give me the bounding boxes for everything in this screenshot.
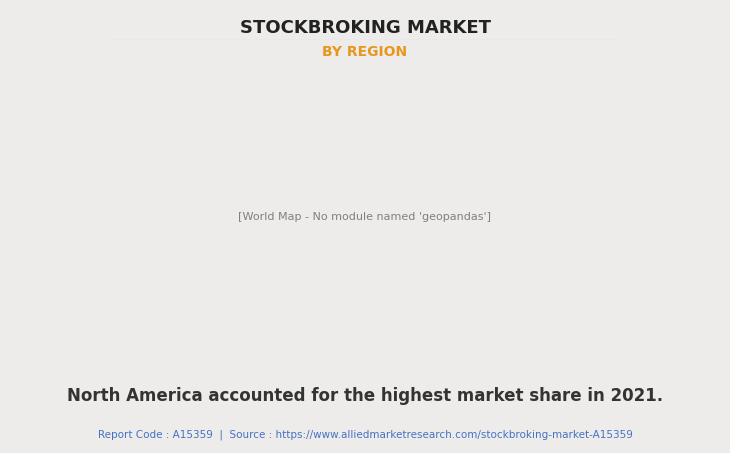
Text: BY REGION: BY REGION bbox=[323, 45, 407, 59]
Text: Report Code : A15359  |  Source : https://www.alliedmarketresearch.com/stockbrok: Report Code : A15359 | Source : https://… bbox=[98, 429, 632, 440]
Text: [World Map - No module named 'geopandas']: [World Map - No module named 'geopandas'… bbox=[239, 212, 491, 222]
Text: North America accounted for the highest market share in 2021.: North America accounted for the highest … bbox=[67, 387, 663, 405]
Text: STOCKBROKING MARKET: STOCKBROKING MARKET bbox=[239, 19, 491, 37]
